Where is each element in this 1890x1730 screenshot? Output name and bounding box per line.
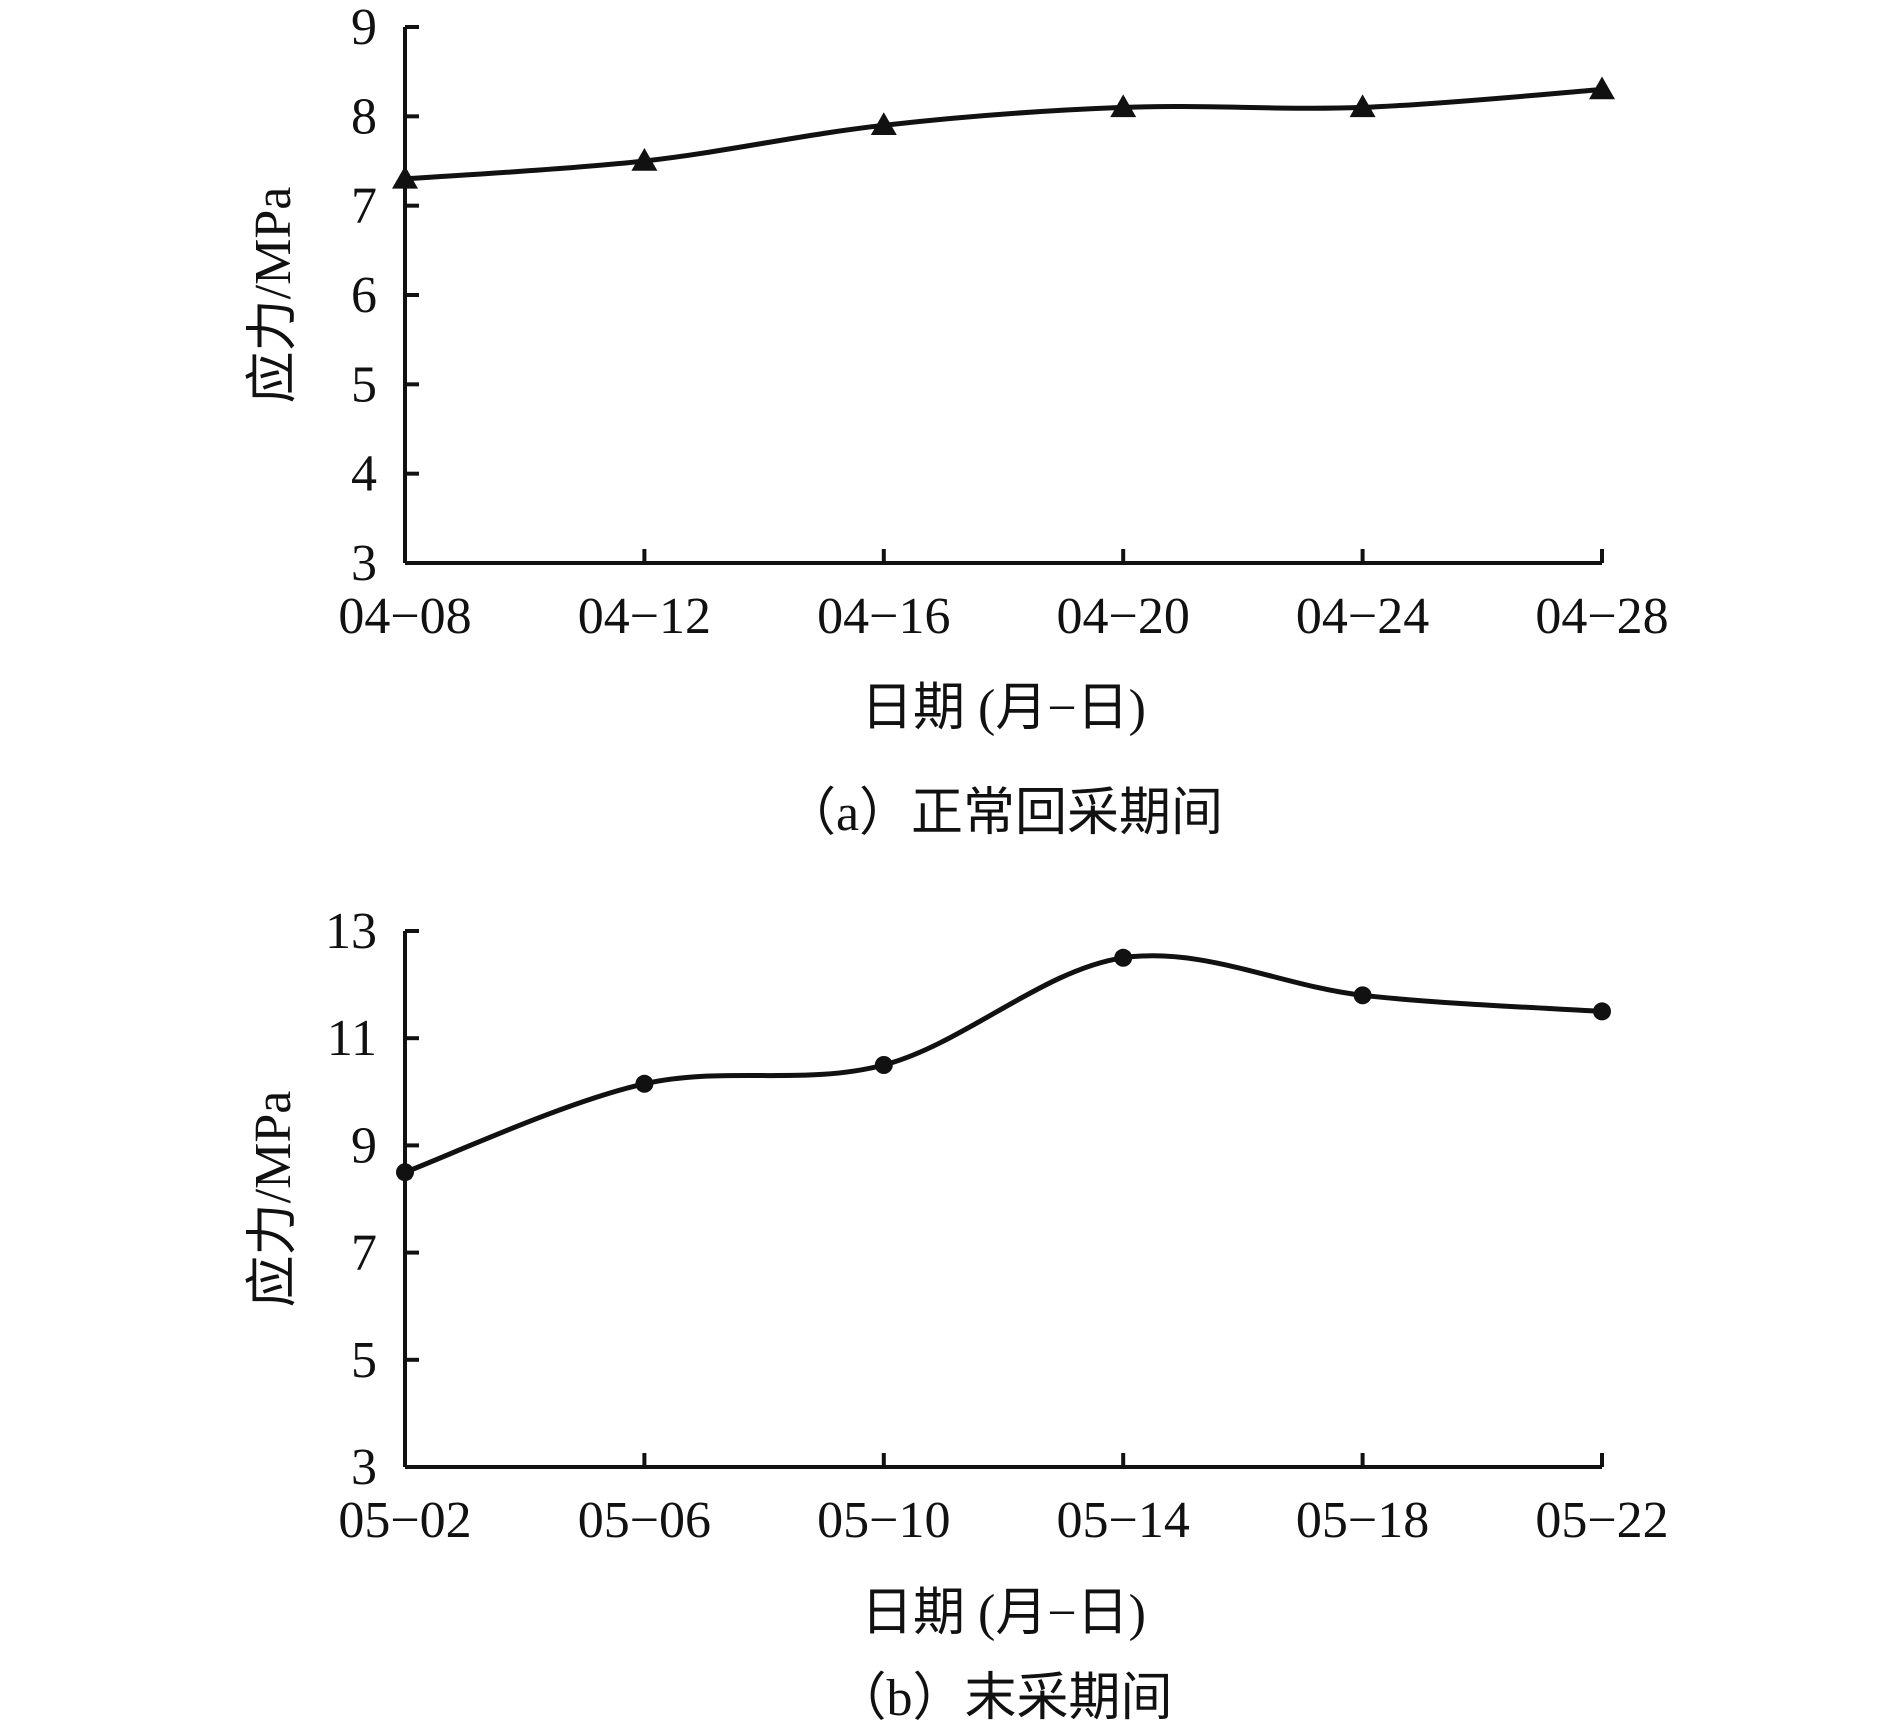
y-tick-label: 3 [351, 1439, 377, 1496]
x-tick-label: 04−24 [1296, 588, 1429, 645]
data-point-marker [396, 1163, 414, 1182]
data-point-marker [1110, 94, 1137, 118]
series-line [404, 87, 1603, 182]
x-axis-title: 日期 (月−日) [861, 1585, 1146, 1642]
data-point-marker [1589, 76, 1615, 100]
data-point-marker [1353, 986, 1372, 1005]
chart-caption: （a）正常回采期间 [784, 785, 1223, 842]
x-tick-label: 05−06 [578, 1492, 711, 1549]
data-point-marker [874, 1056, 893, 1074]
data-point-marker [635, 1074, 654, 1093]
y-tick-label: 7 [351, 178, 377, 235]
data-point-marker [1593, 1002, 1611, 1021]
data-point-marker [631, 148, 658, 171]
x-axis-title: 日期 (月−日) [861, 680, 1146, 737]
data-point-marker [1349, 94, 1376, 118]
data-point-marker [1114, 948, 1133, 967]
y-tick-label: 5 [351, 1332, 377, 1389]
y-tick-label: 4 [351, 446, 377, 503]
series-markers [392, 76, 1615, 189]
x-tick-label: 05−10 [817, 1492, 950, 1549]
y-tick-label: 7 [351, 1225, 377, 1282]
y-tick-label: 9 [351, 1117, 377, 1174]
x-tick-label: 04−12 [578, 588, 711, 645]
x-tick-label: 04−20 [1057, 588, 1190, 645]
y-ticks: 3 5 7 9 11 13 [325, 903, 419, 1496]
chart-panel-a: 3 4 5 6 7 8 9 04−08 04−12 04−16 04−20 04−24 04−28 应… [245, 0, 1669, 842]
y-tick-label: 5 [351, 356, 377, 413]
x-tick-label: 05−02 [338, 1492, 471, 1549]
y-tick-label: 11 [327, 1010, 377, 1067]
y-tick-label: 3 [351, 535, 377, 592]
y-ticks: 3 4 5 6 7 8 9 [351, 0, 419, 592]
y-axis-title: 应力/MPa [245, 187, 302, 404]
x-ticks: 04−08 04−12 04−16 04−20 04−24 04−28 [338, 549, 1669, 645]
y-tick-label: 9 [351, 0, 377, 56]
y-axis-title: 应力/MPa [245, 1091, 302, 1308]
chart-caption: （b）末采期间 [834, 1670, 1172, 1727]
y-tick-label: 13 [325, 903, 377, 960]
x-tick-label: 05−18 [1296, 1492, 1429, 1549]
x-tick-label: 05−22 [1535, 1492, 1668, 1549]
data-point-marker [870, 112, 897, 136]
y-tick-label: 8 [351, 88, 377, 145]
series-line [404, 953, 1603, 1175]
x-tick-label: 04−28 [1535, 588, 1668, 645]
data-point-marker [392, 165, 418, 189]
x-tick-label: 04−08 [338, 588, 471, 645]
x-tick-label: 04−16 [817, 588, 950, 645]
x-ticks: 05−02 05−06 05−10 05−14 05−18 05−22 [338, 1453, 1669, 1549]
y-tick-label: 6 [351, 267, 377, 324]
series-markers [396, 948, 1611, 1182]
x-tick-label: 05−14 [1057, 1492, 1190, 1549]
